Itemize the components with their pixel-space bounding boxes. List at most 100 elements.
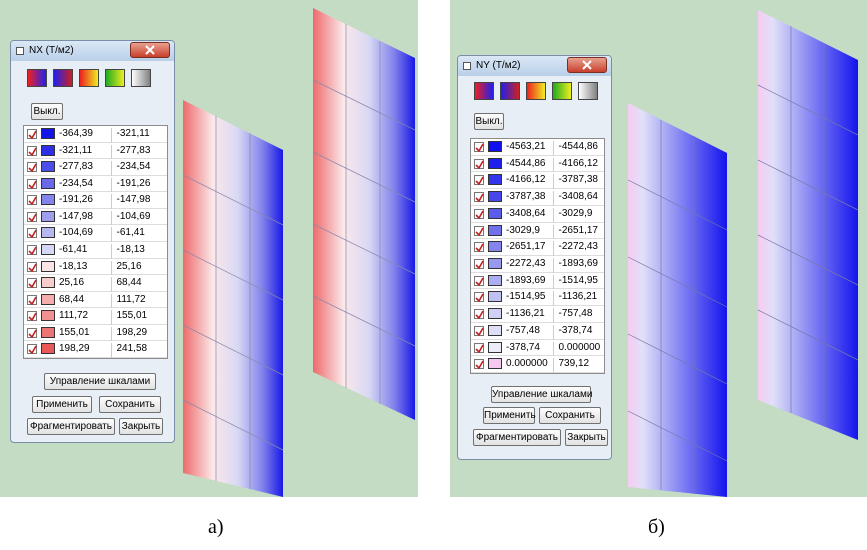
apply-button[interactable]: Применить [483, 407, 535, 424]
checkbox[interactable] [27, 146, 37, 156]
range-from: -3029,9 [506, 225, 554, 240]
scales-button[interactable]: Управление шкалами [491, 386, 591, 403]
scale-icon[interactable] [474, 82, 494, 100]
save-button[interactable]: Сохранить [539, 407, 601, 424]
range-from: -321,11 [59, 145, 112, 160]
range-from: -3787,38 [506, 191, 554, 206]
checkbox[interactable] [27, 162, 37, 172]
color-swatch [488, 191, 502, 202]
range-from: -2651,17 [506, 241, 554, 256]
checkbox[interactable] [474, 359, 484, 369]
range-to: -61,41 [117, 227, 145, 238]
color-swatch [488, 158, 502, 169]
range-to: -757,48 [559, 308, 593, 319]
close-icon[interactable] [130, 42, 170, 58]
checkbox[interactable] [27, 311, 37, 321]
scale-row: 0.000000739,12 [471, 356, 604, 373]
range-to: -104,69 [117, 211, 151, 222]
scale-icon[interactable] [79, 69, 99, 87]
scale-icon[interactable] [552, 82, 572, 100]
range-to: 739,12 [559, 358, 590, 369]
checkbox[interactable] [474, 142, 484, 152]
range-from: 155,01 [59, 327, 112, 342]
scale-table: -364,39-321,11-321,11-277,83-277,83-234,… [23, 125, 168, 359]
color-swatch [488, 325, 502, 336]
close-button[interactable]: Закрыть [565, 429, 608, 446]
off-button[interactable]: Выкл. [31, 103, 63, 120]
check-mark [28, 246, 37, 255]
check-mark [475, 143, 484, 152]
checkbox[interactable] [27, 278, 37, 288]
apply-button[interactable]: Применить [32, 396, 92, 413]
checkbox[interactable] [27, 228, 37, 238]
checkbox[interactable] [474, 292, 484, 302]
scale-icon[interactable] [105, 69, 125, 87]
checkbox[interactable] [474, 226, 484, 236]
checkbox[interactable] [474, 192, 484, 202]
scale-row: -277,83 -234,54 [24, 159, 167, 176]
save-button[interactable]: Сохранить [99, 396, 161, 413]
checkbox[interactable] [27, 262, 37, 272]
range-from: -364,39 [59, 128, 112, 143]
range-from: -191,26 [59, 194, 112, 209]
check-mark [28, 180, 37, 189]
legend-dialog: NY (T/м2)Выкл.-4563,21-4544,86-4544,86-4… [457, 55, 612, 460]
checkbox[interactable] [474, 326, 484, 336]
scale-row: 68,44111,72 [24, 292, 167, 309]
color-swatch [488, 258, 502, 269]
scale-icon[interactable] [27, 69, 47, 87]
range-to: -378,74 [559, 325, 593, 336]
checkbox[interactable] [474, 159, 484, 169]
range-to: -277,83 [117, 145, 151, 156]
range-from: -277,83 [59, 161, 112, 176]
scale-icon[interactable] [578, 82, 598, 100]
scale-icon[interactable] [131, 69, 151, 87]
checkbox[interactable] [474, 242, 484, 252]
check-mark [28, 196, 37, 205]
title-bar: NY (T/м2) [458, 56, 611, 76]
checkbox[interactable] [474, 276, 484, 286]
check-mark [475, 344, 484, 353]
range-to: -18,13 [117, 244, 145, 255]
range-to: -1893,69 [559, 258, 598, 269]
scale-row: -4563,21-4544,86 [471, 139, 604, 156]
color-swatch [41, 145, 55, 156]
range-to: -234,54 [117, 161, 151, 172]
close-glyph [131, 43, 169, 57]
range-to: 198,29 [117, 327, 148, 338]
checkbox[interactable] [27, 245, 37, 255]
checkbox[interactable] [27, 344, 37, 354]
scale-icon[interactable] [53, 69, 73, 87]
scale-row: 155,01 198,29 [24, 325, 167, 342]
checkbox[interactable] [474, 343, 484, 353]
checkbox[interactable] [27, 195, 37, 205]
color-swatch [488, 241, 502, 252]
color-swatch [41, 161, 55, 172]
checkbox[interactable] [474, 309, 484, 319]
checkbox[interactable] [27, 328, 37, 338]
range-to: -2651,17 [559, 225, 598, 236]
off-button[interactable]: Выкл. [474, 113, 504, 130]
checkbox[interactable] [27, 179, 37, 189]
plate [313, 8, 415, 420]
range-to: 0.000000 [559, 342, 601, 353]
scale-icon[interactable] [500, 82, 520, 100]
scale-row: -364,39-321,11 [24, 126, 167, 143]
checkbox[interactable] [27, 129, 37, 139]
color-swatch [41, 327, 55, 338]
checkbox[interactable] [27, 212, 37, 222]
color-swatch [488, 358, 502, 369]
fragment-button[interactable]: Фрагментировать [473, 429, 561, 446]
fragment-button[interactable]: Фрагментировать [27, 418, 115, 435]
close-icon[interactable] [567, 57, 607, 73]
scale-icon[interactable] [526, 82, 546, 100]
checkbox[interactable] [474, 259, 484, 269]
range-from: -18,13 [59, 261, 112, 276]
checkbox[interactable] [27, 295, 37, 305]
close-button[interactable]: Закрыть [119, 418, 163, 435]
scale-row: -18,1325,16 [24, 259, 167, 276]
scales-button[interactable]: Управление шкалами [44, 373, 156, 390]
check-mark [28, 329, 37, 338]
checkbox[interactable] [474, 209, 484, 219]
checkbox[interactable] [474, 175, 484, 185]
